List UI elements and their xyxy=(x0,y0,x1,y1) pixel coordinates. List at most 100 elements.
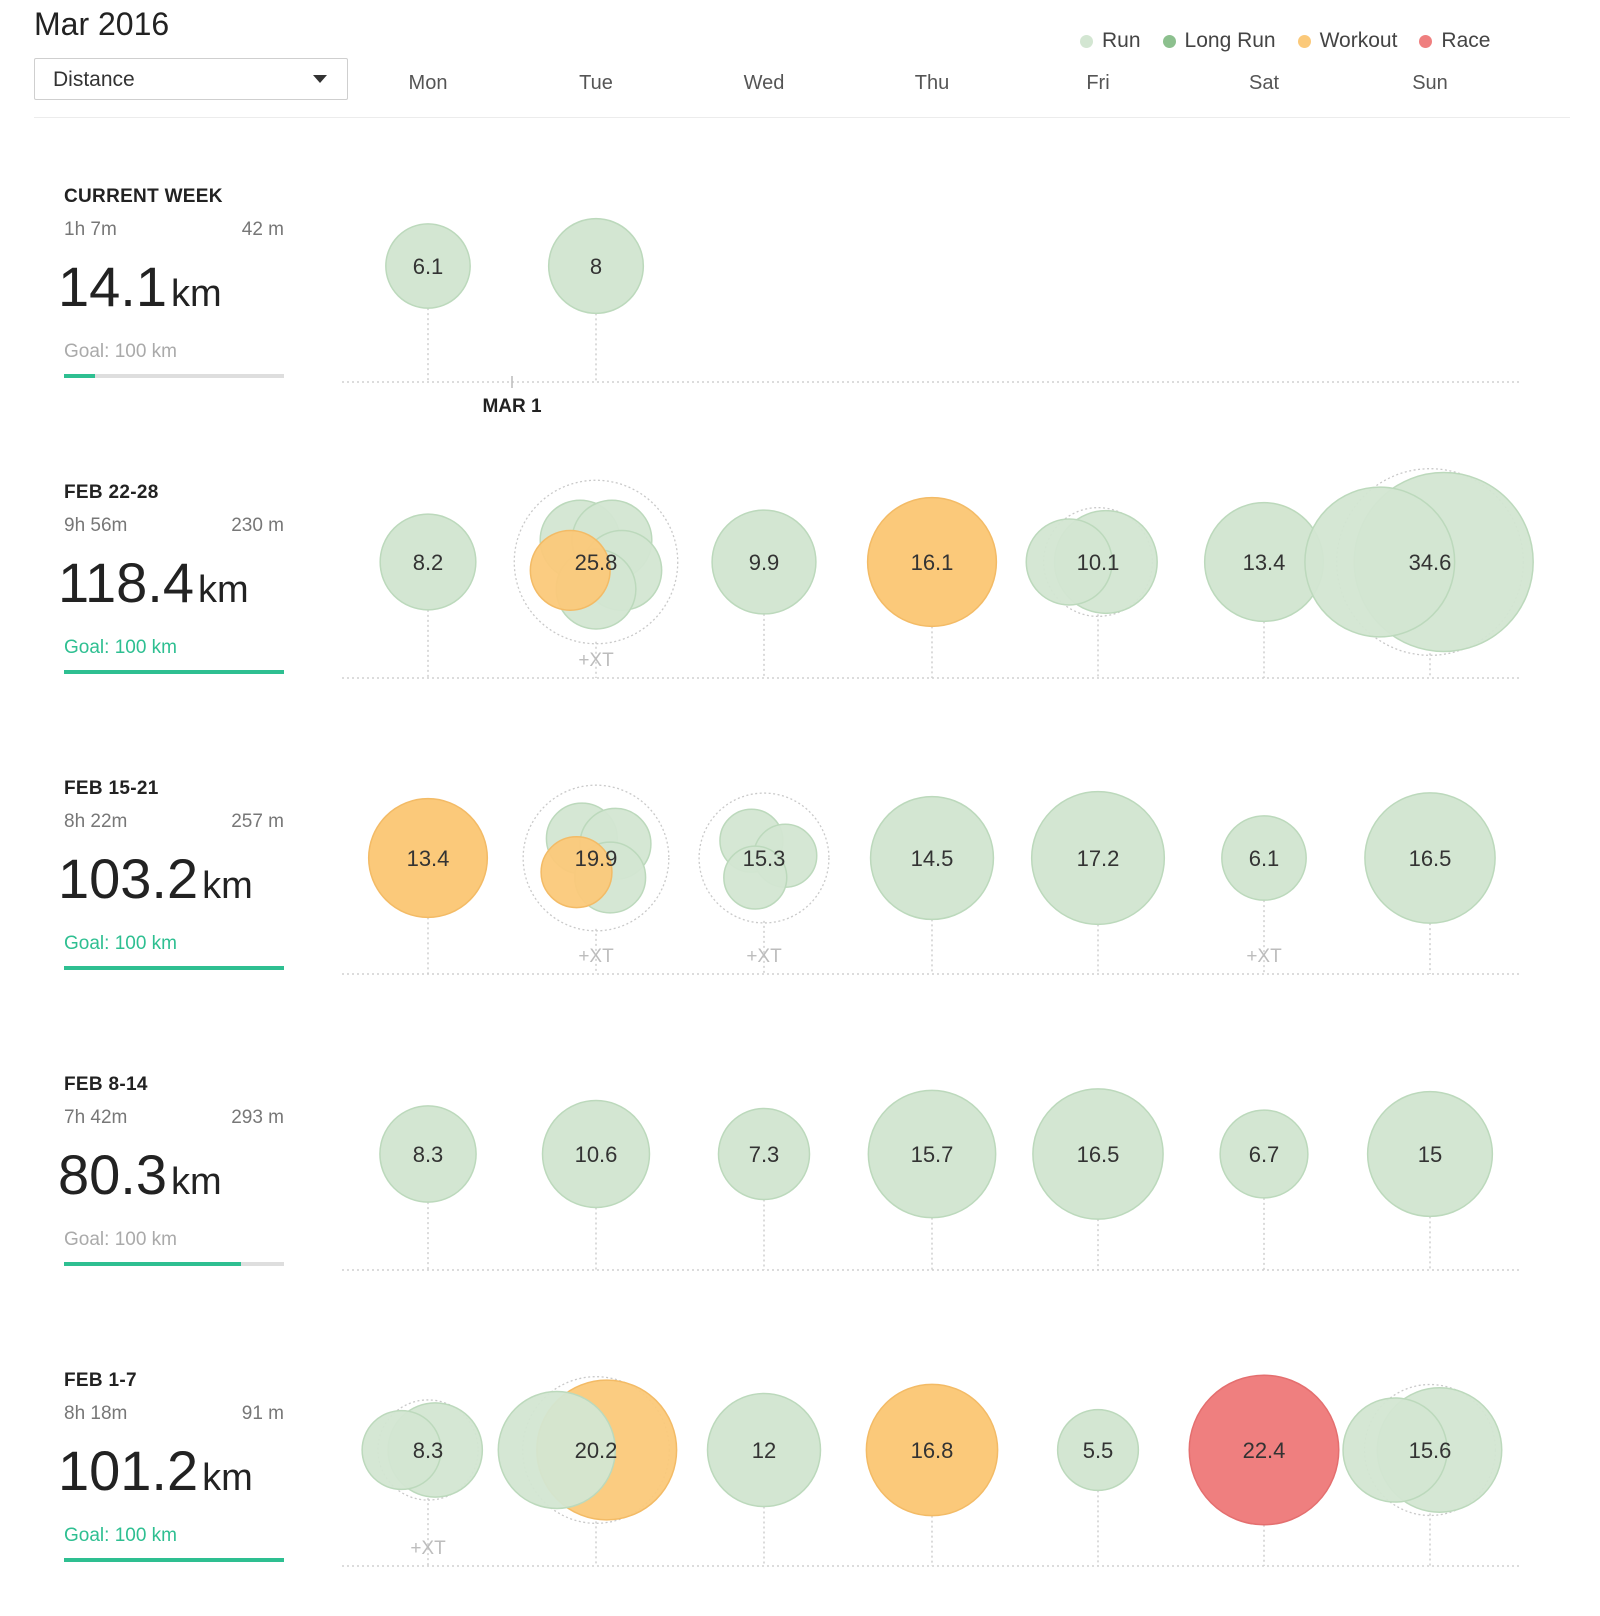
day-bubble xyxy=(385,223,471,309)
legend-label: Run xyxy=(1102,29,1141,52)
day-total-label: 20.2 xyxy=(575,1438,618,1463)
week-duration: 8h 18m xyxy=(64,1403,128,1424)
goal-progress-fill xyxy=(64,374,96,378)
day-bubble xyxy=(379,513,477,611)
day-total-label: 8.3 xyxy=(413,1142,444,1167)
day-header-sat: Sat xyxy=(1248,72,1280,94)
goal-progress-fill xyxy=(64,670,284,674)
week-total-value: 101.2 xyxy=(58,1439,199,1502)
week-total-distance: 14.1 km xyxy=(58,254,222,319)
chevron-down-icon xyxy=(313,75,327,83)
legend-item-long-run: Long Run xyxy=(1162,29,1276,53)
week-title: FEB 1-7 xyxy=(64,1370,137,1391)
legend-label: Race xyxy=(1441,29,1491,52)
day-header-wed: Wed xyxy=(743,72,785,94)
day-total-label: 17.2 xyxy=(1077,846,1120,871)
day-total-label: 15 xyxy=(1418,1142,1442,1167)
day-total-label: 12 xyxy=(752,1438,776,1463)
day-total-label: 15.7 xyxy=(911,1142,954,1167)
cross-training-label: +XT xyxy=(1246,946,1282,967)
week-total-distance: 103.2 km xyxy=(58,846,253,911)
day-total-label: 9.9 xyxy=(749,550,780,575)
day-bubble xyxy=(1219,1109,1309,1199)
goal-progress-bar xyxy=(64,670,284,674)
day-total-label: 13.4 xyxy=(1243,550,1286,575)
long-run-dot-icon xyxy=(1162,34,1176,48)
day-total-label: 14.5 xyxy=(911,846,954,871)
day-total-label: 6.1 xyxy=(1249,846,1280,871)
week-total-value: 14.1 xyxy=(58,255,167,318)
week-title: FEB 15-21 xyxy=(64,778,159,799)
day-bubble xyxy=(1032,1088,1164,1220)
workout-dot-icon xyxy=(1297,34,1311,48)
day-bubble xyxy=(866,496,998,628)
week-goal: Goal: 100 km xyxy=(64,341,177,362)
legend-label: Long Run xyxy=(1184,29,1276,52)
day-header-sun: Sun xyxy=(1412,72,1448,94)
session-bubble xyxy=(1304,486,1456,638)
session-bubble xyxy=(1342,1397,1448,1503)
metric-select-value: Distance xyxy=(53,68,135,91)
day-bubble xyxy=(367,797,489,919)
day-total-label: 16.8 xyxy=(911,1438,954,1463)
day-total-label: 6.7 xyxy=(1249,1142,1280,1167)
run-dot-icon xyxy=(1080,34,1093,48)
day-total-label: 16.5 xyxy=(1409,846,1452,871)
week-duration: 7h 42m xyxy=(64,1107,128,1128)
day-header-thu: Thu xyxy=(914,72,950,94)
day-bubble xyxy=(706,1392,822,1508)
session-bubble xyxy=(497,1390,617,1510)
goal-progress-fill xyxy=(64,1262,241,1266)
day-total-label: 6.1 xyxy=(413,254,444,279)
day-bubble xyxy=(867,1089,997,1219)
cross-training-label: +XT xyxy=(746,946,782,967)
day-total-label: 25.8 xyxy=(575,550,618,575)
cross-training-label: +XT xyxy=(410,1538,446,1559)
week-total-value: 103.2 xyxy=(58,847,199,910)
week-total-distance: 80.3 km xyxy=(58,1142,222,1207)
week-elevation: 230 m xyxy=(231,515,284,536)
cross-training-label: +XT xyxy=(578,946,614,967)
week-total-unit: km xyxy=(171,273,222,315)
week-title: FEB 8-14 xyxy=(64,1074,148,1095)
week-duration: 1h 7m xyxy=(64,219,117,240)
session-bubble xyxy=(723,845,788,910)
goal-progress-fill xyxy=(64,966,284,970)
cross-training-label: +XT xyxy=(578,650,614,671)
week-total-distance: 101.2 km xyxy=(58,1438,253,1503)
metric-select[interactable]: Distance xyxy=(34,58,348,100)
day-bubble xyxy=(1364,792,1496,924)
week-elevation: 293 m xyxy=(231,1107,284,1128)
week-goal: Goal: 100 km xyxy=(64,933,177,954)
day-total-label: 8.2 xyxy=(413,550,444,575)
week-goal: Goal: 100 km xyxy=(64,1229,177,1250)
day-header-mon: Mon xyxy=(408,72,448,94)
day-bubble xyxy=(1056,1408,1140,1492)
week-total-unit: km xyxy=(202,1457,253,1499)
day-bubble xyxy=(541,1099,651,1209)
day-total-label: 16.1 xyxy=(911,550,954,575)
day-total-label: 16.5 xyxy=(1077,1142,1120,1167)
day-bubble xyxy=(711,509,817,615)
goal-progress-bar xyxy=(64,966,284,970)
week-total-unit: km xyxy=(202,865,253,907)
week-title: CURRENT WEEK xyxy=(64,186,223,207)
day-total-label: 5.5 xyxy=(1083,1438,1114,1463)
week-duration: 9h 56m xyxy=(64,515,128,536)
month-start-marker: MAR 1 xyxy=(482,396,542,417)
session-bubble xyxy=(1025,518,1113,606)
week-elevation: 91 m xyxy=(241,1403,284,1424)
day-bubble xyxy=(379,1105,477,1203)
day-total-label: 19.9 xyxy=(575,846,618,871)
week-elevation: 257 m xyxy=(231,811,284,832)
goal-progress-bar xyxy=(64,374,284,378)
multi-session-ring xyxy=(522,784,670,932)
day-total-label: 22.4 xyxy=(1243,1438,1286,1463)
week-goal: Goal: 100 km xyxy=(64,1525,177,1546)
day-bubble xyxy=(547,217,645,315)
session-bubble xyxy=(529,529,611,611)
page-title: Mar 2016 xyxy=(34,6,170,42)
legend-item-run: Run xyxy=(1080,29,1141,53)
week-goal: Goal: 100 km xyxy=(64,637,177,658)
